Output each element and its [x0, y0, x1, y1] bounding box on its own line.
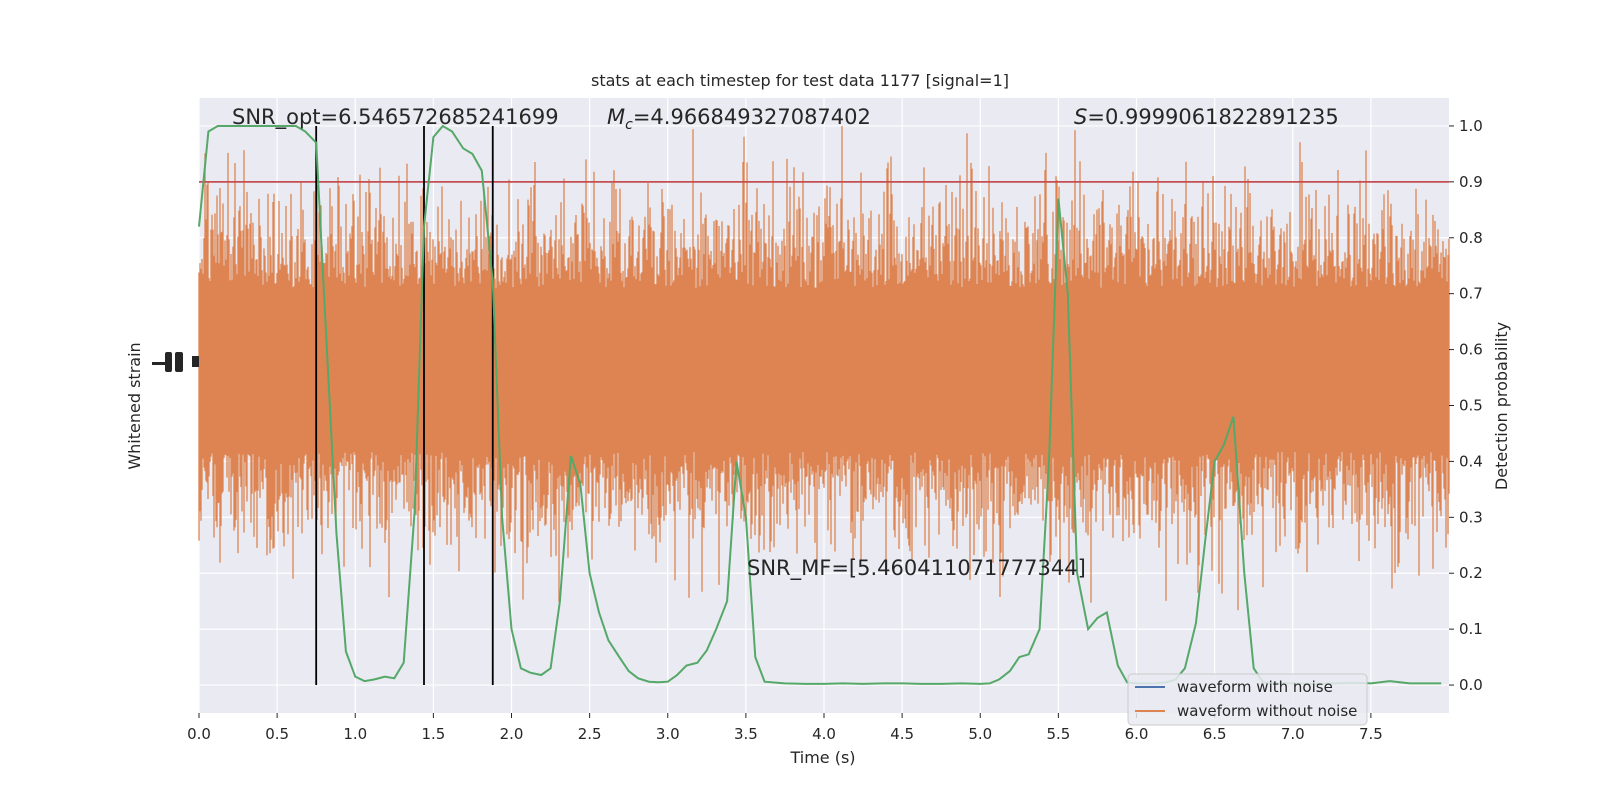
legend-box — [1127, 673, 1368, 726]
strain-without-noise-line — [198, 126, 1450, 611]
x-tick-label: 4.5 — [890, 725, 914, 743]
x-axis-ticks: 0.0 0.5 1.0 1.5 2.0 2.5 3.0 3.5 4.0 4.5 5.0 5.5 6.0 6… — [187, 713, 1383, 743]
x-tick-label: 2.0 — [500, 725, 524, 743]
x-tick-label: 2.5 — [578, 725, 602, 743]
x-tick-label: 6.5 — [1203, 725, 1227, 743]
mc-value: =4.966849327087402 — [633, 105, 871, 129]
probability-series — [198, 124, 1442, 685]
right-tick-label: 0.1 — [1459, 620, 1483, 638]
right-tick-label: 0.5 — [1459, 397, 1483, 415]
left-axis-collapsed-ticks — [152, 352, 199, 372]
detection-probability-line — [198, 124, 1442, 685]
snr-opt-annotation: SNR_opt=6.546572685241699 — [232, 105, 559, 130]
right-tick-label: 0.2 — [1459, 564, 1483, 582]
strain-waveform — [198, 126, 1450, 611]
collapsed-tick-mark — [165, 352, 172, 372]
collapsed-tick-mark — [152, 362, 166, 365]
collapsed-tick-mark — [175, 352, 183, 372]
right-tick-label: 0.3 — [1459, 508, 1483, 526]
legend-label-with-noise: waveform with noise — [1177, 678, 1333, 696]
x-tick-label: 1.0 — [343, 725, 367, 743]
right-tick-label: 0.7 — [1459, 285, 1483, 303]
right-tick-label: 0.8 — [1459, 229, 1483, 247]
right-tick-label: 0.9 — [1459, 173, 1483, 191]
mc-symbol: M — [607, 105, 625, 129]
right-axis-ticks: 0.0 0.1 0.2 0.3 0.4 0.5 0.6 0.7 0.8 0.9 1.0 — [1449, 117, 1483, 694]
right-tick-label: 0.6 — [1459, 341, 1483, 359]
overlay-lines — [199, 125, 1449, 686]
s-annotation: S=0.9999061822891235 — [1074, 105, 1339, 129]
right-tick-label: 0.4 — [1459, 452, 1483, 470]
x-tick-label: 6.0 — [1125, 725, 1149, 743]
collapsed-tick-mark — [192, 356, 199, 367]
x-axis-label: Time (s) — [789, 748, 855, 767]
x-tick-label: 1.5 — [421, 725, 445, 743]
x-tick-label: 5.0 — [968, 725, 992, 743]
mc-annotation: Mc=4.966849327087402 — [607, 105, 871, 133]
x-tick-label: 5.5 — [1046, 725, 1070, 743]
s-symbol: S — [1074, 105, 1087, 129]
x-tick-label: 3.0 — [656, 725, 680, 743]
s-value: =0.9999061822891235 — [1087, 105, 1338, 129]
x-tick-label: 7.0 — [1281, 725, 1305, 743]
right-axis-label: Detection probability — [1492, 322, 1511, 490]
mc-subscript: c — [625, 117, 633, 133]
x-tick-label: 3.5 — [734, 725, 758, 743]
x-tick-label: 7.5 — [1359, 725, 1383, 743]
left-axis-label: Whitened strain — [125, 342, 144, 469]
x-tick-label: 0.5 — [265, 725, 289, 743]
chart-title: stats at each timestep for test data 117… — [591, 71, 1009, 90]
snr-mf-annotation: SNR_MF=[5.460411071777344] — [747, 556, 1086, 581]
right-tick-label: 1.0 — [1459, 117, 1483, 135]
legend: waveform with noise waveform without noi… — [1127, 673, 1368, 726]
x-tick-label: 0.0 — [187, 725, 211, 743]
x-tick-label: 4.0 — [812, 725, 836, 743]
right-tick-label: 0.0 — [1459, 676, 1483, 694]
legend-label-without-noise: waveform without noise — [1177, 702, 1357, 720]
